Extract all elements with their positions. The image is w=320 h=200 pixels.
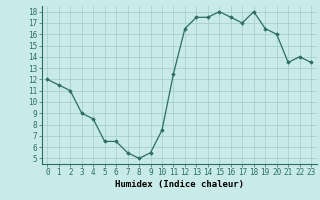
X-axis label: Humidex (Indice chaleur): Humidex (Indice chaleur) (115, 180, 244, 189)
